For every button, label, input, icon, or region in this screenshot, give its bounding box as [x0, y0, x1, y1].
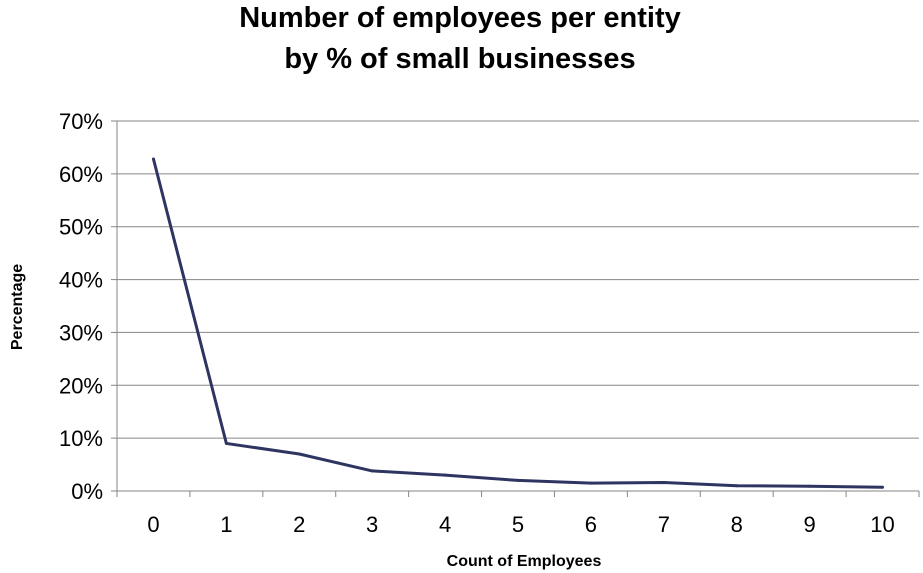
data-point	[881, 485, 885, 489]
y-tick-label: 10%	[59, 426, 103, 451]
x-tick-label: 4	[439, 512, 451, 537]
x-tick-label: 10	[870, 512, 894, 537]
x-tick-label: 9	[804, 512, 816, 537]
x-tick-label: 5	[512, 512, 524, 537]
y-tick-label: 20%	[59, 373, 103, 398]
data-point	[735, 484, 739, 488]
data-point	[370, 469, 374, 473]
y-tick-label: 40%	[59, 268, 103, 293]
x-tick-label: 0	[147, 512, 159, 537]
x-tick-label: 3	[366, 512, 378, 537]
axes	[111, 120, 920, 497]
x-tick-label: 2	[293, 512, 305, 537]
x-tick-label: 7	[658, 512, 670, 537]
gridlines	[117, 120, 919, 439]
y-axis-label: Percentage	[9, 264, 26, 350]
x-tick-labels: 0 1 2 3 4 5 6 7 8 9 10	[147, 512, 894, 537]
chart-title-line-2: by % of small businesses	[284, 43, 635, 75]
data-series	[151, 157, 885, 489]
data-point	[297, 452, 301, 456]
y-tick-label: 60%	[59, 162, 103, 187]
x-tick-label: 8	[731, 512, 743, 537]
data-point	[589, 481, 593, 485]
x-axis-label: Count of Employees	[447, 553, 602, 570]
data-point	[443, 473, 447, 477]
data-point	[151, 157, 155, 161]
data-point	[808, 484, 812, 488]
data-point	[662, 481, 666, 485]
y-tick-label: 30%	[59, 320, 103, 345]
chart-title-line-1: Number of employees per entity	[239, 2, 681, 34]
x-tick-label: 6	[585, 512, 597, 537]
y-tick-label: 0%	[71, 479, 103, 504]
y-tick-labels: 0% 10% 20% 30% 40% 50% 60% 70%	[59, 109, 103, 504]
y-tick-label: 70%	[59, 109, 103, 134]
x-tick-label: 1	[220, 512, 232, 537]
data-point	[224, 441, 228, 445]
data-point	[516, 478, 520, 482]
y-tick-label: 50%	[59, 215, 103, 240]
